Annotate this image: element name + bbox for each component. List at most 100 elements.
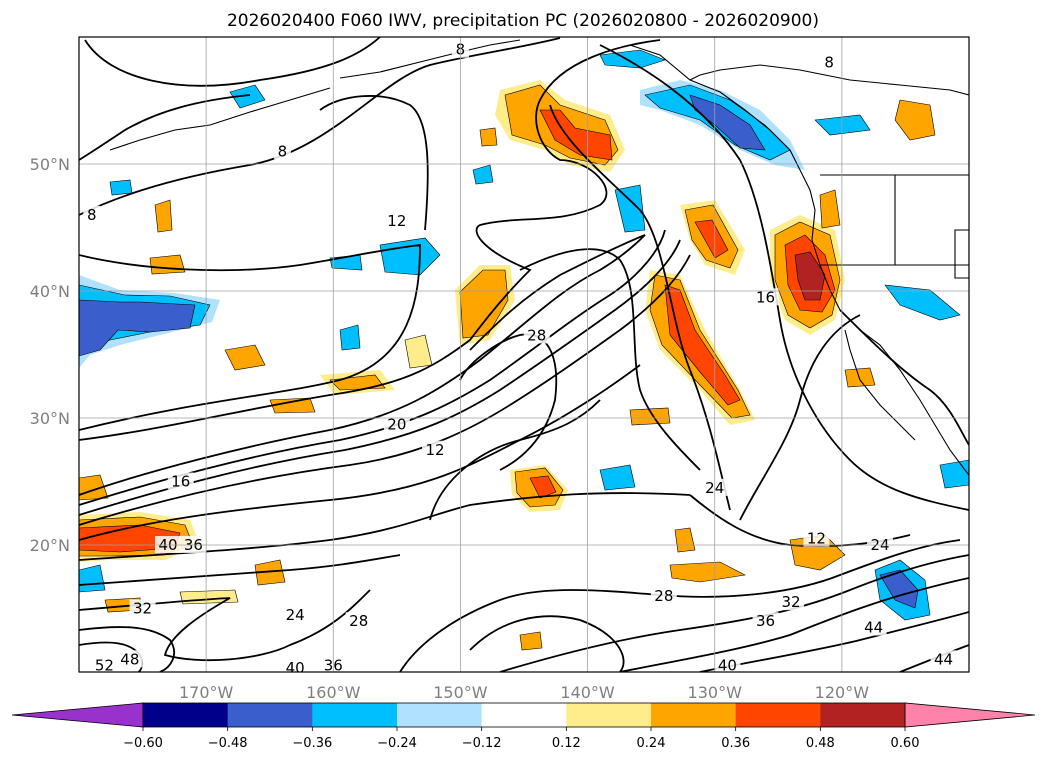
shade-negative: [472, 164, 494, 185]
contour-label-bg: [752, 612, 779, 630]
map-frame: [78, 36, 970, 673]
contour-label-bg: [383, 415, 410, 433]
contour-label-bg: [282, 659, 309, 672]
colorbar-extend-high: [904, 702, 1036, 728]
lat-tick-label: 20°N: [30, 536, 70, 555]
contour-label: 44: [934, 650, 953, 668]
shade-positive: [894, 99, 936, 141]
shade-negative: [939, 459, 969, 489]
contour-label-bg: [116, 650, 143, 668]
colorbar-tick-label: −0.60: [123, 736, 163, 751]
contour-label-bg: [167, 472, 194, 490]
shade-negative: [599, 464, 636, 491]
colorbar-segment: [820, 703, 906, 727]
lat-tick-label: 30°N: [30, 409, 70, 428]
colorbar-segment: [735, 703, 821, 727]
lon-tick-label: 150°W: [433, 683, 488, 702]
contour-label-bg: [860, 618, 887, 636]
contour-label: 28: [527, 326, 546, 344]
contour-label: 52: [95, 657, 114, 675]
shade-positive: [844, 367, 876, 388]
colorbar-tick-label: −0.12: [462, 736, 502, 751]
contour-label: 16: [756, 288, 775, 306]
contour-label: 44: [864, 619, 883, 637]
shade-positive: [629, 407, 671, 426]
lon-tick-label: 170°W: [179, 683, 234, 702]
colorbar-segment: [312, 703, 398, 727]
colorbar-tick-label: −0.24: [377, 736, 417, 751]
contour-label: 36: [756, 612, 775, 630]
iwv-contours: [79, 37, 969, 672]
shade-negative: [879, 569, 919, 609]
shade-negative: [229, 84, 266, 109]
colorbar-tick-label: 0.24: [637, 736, 666, 751]
lat-tick-label: 40°N: [30, 282, 70, 301]
shade-positive: [224, 344, 266, 371]
colorbar: −0.60 −0.48 −0.36 −0.24 −0.12 0.12 0.24 0.36 0.4…: [11, 702, 1036, 751]
lon-tick-labels: 170°W 160°W 150°W 140°W 130°W 120°W: [179, 683, 869, 702]
shade-negative: [614, 184, 646, 233]
shade-positive: [669, 561, 746, 583]
colorbar-tick-label: −0.36: [292, 736, 332, 751]
contour-label-bg: [820, 53, 838, 71]
shade-positive: [479, 127, 498, 147]
colorbar-extend-low: [11, 702, 144, 728]
shade-positive: [149, 254, 186, 275]
shade-positive: [694, 219, 729, 259]
colorbar-tick-label: 0.60: [891, 736, 920, 751]
contour-label-bg: [83, 205, 101, 223]
shade-negative: [339, 324, 361, 351]
contour-label: 8: [824, 53, 834, 71]
colorbar-tick-label: 0.12: [552, 736, 581, 751]
contour-label: 28: [654, 587, 673, 605]
shade-positive: [79, 474, 109, 501]
contour-label-bg: [129, 599, 156, 617]
contour-label: 48: [120, 650, 139, 668]
contour-label: 8: [278, 142, 288, 160]
contour-label-bg: [930, 650, 957, 668]
contour-label: 8: [87, 206, 97, 224]
shade-negative: [599, 49, 666, 69]
contour-label-bg: [282, 605, 309, 623]
contour-label-bg: [345, 612, 372, 630]
shade-positive: [269, 397, 316, 414]
shade-negative: [884, 284, 961, 321]
colorbar-segment: [227, 703, 313, 727]
coastlines: [109, 39, 969, 476]
shade-negative: [109, 179, 133, 196]
lon-tick-label: 160°W: [306, 683, 361, 702]
shade-positive: [529, 475, 557, 499]
contour-label: 12: [387, 212, 406, 230]
contour-label-bg: [752, 288, 779, 306]
contour-label: 24: [286, 606, 305, 624]
shade-negative: [79, 299, 196, 357]
colorbar-segment: [397, 703, 482, 727]
chart-title: 2026020400 F060 IWV, precipitation PC (2…: [227, 11, 819, 31]
shade-negative: [379, 237, 441, 276]
colorbar-segment: [481, 703, 567, 727]
shade-positive: [154, 199, 173, 233]
colorbar-tick-label: 0.36: [721, 736, 750, 751]
contour-label: 32: [781, 593, 800, 611]
colorbar-tick-label: −0.48: [208, 736, 248, 751]
contour-label-bg: [714, 656, 741, 672]
gridlines: [79, 37, 969, 672]
contour-label: 20: [387, 415, 406, 433]
contour-label-bg: [523, 326, 550, 344]
contour-label-bg: [867, 536, 893, 553]
shade-positive: [664, 284, 741, 406]
colorbar-segment: [566, 703, 652, 727]
lon-tick-label: 140°W: [560, 683, 615, 702]
contour-label-bg: [422, 440, 448, 458]
lat-tick-labels: 20°N 30°N 40°N 50°N: [30, 155, 70, 555]
shade-positive: [254, 559, 286, 586]
contour-label: 12: [807, 530, 826, 548]
contour-label: 28: [349, 612, 368, 630]
contour-label: 40: [718, 657, 737, 675]
shade-positive: [794, 251, 826, 301]
contour-label: 12: [425, 441, 444, 459]
lon-tick-label: 130°W: [688, 683, 743, 702]
contour-label-bg: [803, 529, 830, 547]
